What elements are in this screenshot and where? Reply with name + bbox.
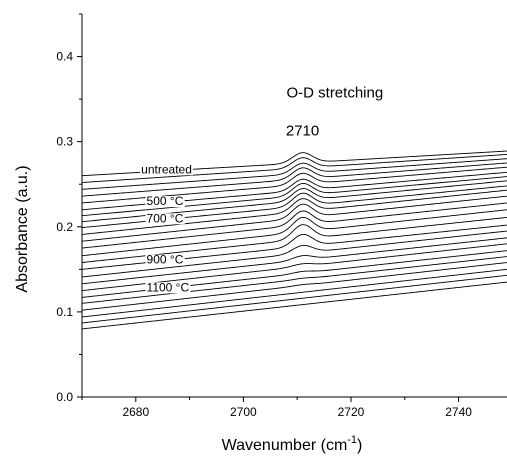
series-line-10 xyxy=(81,189,507,235)
series-label-2: 500 °C xyxy=(147,194,184,208)
series-line-23 xyxy=(81,274,507,324)
series-line-20 xyxy=(81,256,507,304)
series-label-bg-5 xyxy=(145,282,191,294)
x-axis-title-superscript: -1 xyxy=(347,434,357,446)
series-line-13 xyxy=(81,209,507,257)
series-label-bg-4 xyxy=(145,254,185,266)
series-label-4: 900 °C xyxy=(147,253,184,267)
series-labels: untreated 500 °C 700 °C 900 °C 1100 °C xyxy=(140,162,193,294)
series-label-bg-2 xyxy=(145,196,185,208)
y-tick-label-4: 0.4 xyxy=(56,50,73,64)
x-tick-label-2720: 2720 xyxy=(338,405,365,419)
series-line-21 xyxy=(81,262,507,311)
series-line-7 xyxy=(81,176,507,217)
series-label-3: 700 °C xyxy=(147,211,184,225)
y-tick-label-2: 0.2 xyxy=(56,220,73,234)
x-tick-label-2680: 2680 xyxy=(122,405,149,419)
annotations: O-D stretching 2710 xyxy=(286,84,383,139)
series-label-5: 1100 °C xyxy=(147,280,190,294)
x-tick-label-2700: 2700 xyxy=(230,405,257,419)
series-label-1: untreated xyxy=(141,162,192,176)
series-line-22 xyxy=(81,268,507,318)
x-axis-title: Wavenumber (cm-1) xyxy=(222,434,363,454)
x-axis-title-suffix: ) xyxy=(357,437,362,454)
y-tick-label-0: 0.0 xyxy=(56,390,73,404)
plot-axes xyxy=(81,14,507,398)
x-tick-label-2740: 2740 xyxy=(445,405,472,419)
series-line-4 xyxy=(81,162,507,197)
annotation-1: O-D stretching xyxy=(286,84,383,101)
y-axis-title: Absorbance (a.u.) xyxy=(14,165,31,292)
y-tick-label-3: 0.3 xyxy=(56,135,73,149)
series-line-17 xyxy=(81,237,507,285)
series-lines xyxy=(81,150,507,330)
series-line-3 xyxy=(81,158,507,190)
series-line-24 xyxy=(81,281,507,330)
annotation-2: 2710 xyxy=(286,123,319,140)
series-label-bg-1 xyxy=(140,164,193,176)
axis-ticks: 2680 2700 2720 2740 0.0 0.1 0.2 0.3 0.4 xyxy=(56,13,472,419)
series-line-16 xyxy=(81,230,507,278)
series-line-12 xyxy=(81,202,507,249)
series-line-2 xyxy=(81,153,507,183)
series-line-11 xyxy=(81,195,507,242)
y-tick-label-1: 0.1 xyxy=(56,305,73,319)
series-label-bg-3 xyxy=(145,213,185,225)
